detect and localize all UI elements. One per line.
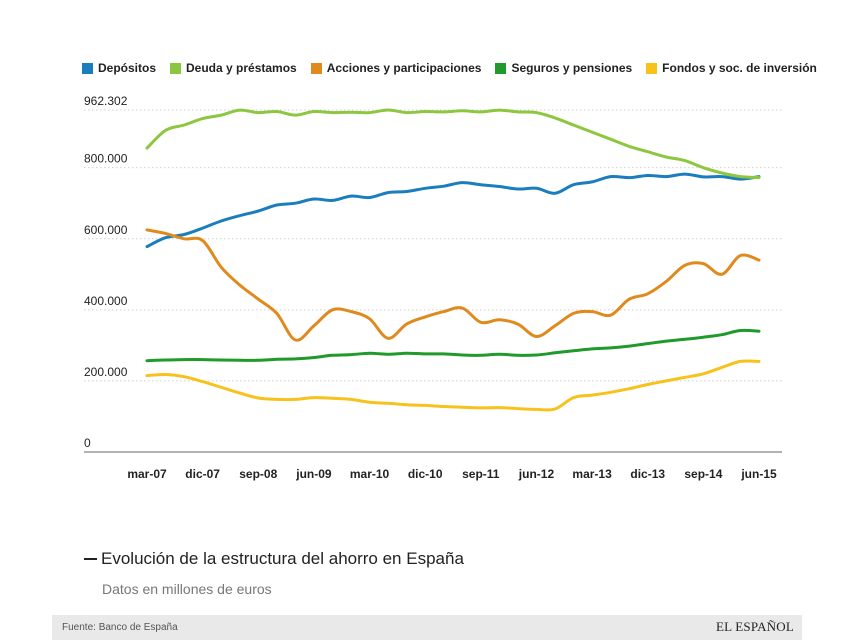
x-tick-label: mar-10 bbox=[350, 467, 390, 481]
legend-item-fondos-y-soc-de-inversion: Fondos y soc. de inversión bbox=[646, 61, 817, 75]
y-tick-label: 0 bbox=[84, 436, 91, 450]
y-tick-label: 800.000 bbox=[84, 152, 128, 166]
series-lines bbox=[145, 108, 761, 412]
legend-item-depositos: Depósitos bbox=[82, 61, 156, 75]
source-note: Fuente: Banco de España bbox=[62, 622, 178, 633]
y-axis-labels: 0 200.000 400.000 600.000 800.000 962.302 bbox=[84, 94, 128, 450]
legend-item-deuda-y-prestamos: Deuda y préstamos bbox=[170, 61, 297, 75]
chart-title-block: Evolución de la estructura del ahorro en… bbox=[84, 549, 464, 569]
legend-label: Depósitos bbox=[98, 61, 157, 75]
legend-item-acciones-y-participaciones: Acciones y participaciones bbox=[310, 61, 482, 75]
x-tick-label: jun-15 bbox=[740, 467, 777, 481]
x-tick-label: dic-13 bbox=[630, 467, 665, 481]
y-tick-label: 400.000 bbox=[84, 294, 128, 308]
legend-label: Seguros y pensiones bbox=[511, 61, 633, 75]
series-line-fondos-y-soc-de-inversion bbox=[145, 359, 761, 412]
x-tick-label: sep-08 bbox=[239, 467, 277, 481]
y-tick-label: 962.302 bbox=[84, 94, 128, 108]
legend: Depósitos Deuda y préstamos Acciones y par… bbox=[82, 61, 817, 75]
brand-logo: EL ESPAÑOL bbox=[716, 619, 794, 634]
legend-label: Fondos y soc. de inversión bbox=[662, 61, 817, 75]
x-tick-label: mar-13 bbox=[572, 467, 612, 481]
legend-item-seguros-y-pensiones: Seguros y pensiones bbox=[495, 61, 632, 75]
x-tick-label: mar-07 bbox=[127, 467, 167, 481]
legend-swatch bbox=[170, 62, 182, 74]
footer-bar: Fuente: Banco de España EL ESPAÑOL bbox=[52, 615, 802, 640]
legend-label: Acciones y participaciones bbox=[326, 61, 482, 75]
legend-swatch bbox=[646, 62, 658, 74]
y-tick-label: 200.000 bbox=[84, 365, 128, 379]
title-dash bbox=[84, 558, 97, 560]
x-tick-label: dic-10 bbox=[408, 467, 443, 481]
legend-swatch bbox=[310, 62, 322, 74]
y-tick-label: 600.000 bbox=[84, 223, 128, 237]
legend-label: Deuda y préstamos bbox=[186, 61, 297, 75]
chart-title: Evolución de la estructura del ahorro en… bbox=[101, 549, 464, 568]
chart-subtitle: Datos en millones de euros bbox=[102, 581, 272, 597]
x-tick-label: sep-11 bbox=[462, 467, 500, 481]
x-tick-label: dic-07 bbox=[185, 467, 220, 481]
x-axis-labels: mar-07 dic-07 sep-08 jun-09 mar-10 dic-10 sep-… bbox=[127, 467, 777, 481]
line-chart: 0 200.000 400.000 600.000 800.000 962.302 mar… bbox=[84, 94, 782, 481]
x-tick-label: jun-09 bbox=[295, 467, 332, 481]
x-tick-label: jun-12 bbox=[518, 467, 555, 481]
series-line-deuda-y-prestamos bbox=[145, 108, 761, 180]
x-tick-label: sep-14 bbox=[684, 467, 722, 481]
legend-swatch bbox=[495, 62, 507, 74]
legend-swatch bbox=[82, 62, 93, 74]
series-line-acciones-y-participaciones bbox=[145, 228, 761, 342]
series-line-depositos bbox=[145, 172, 761, 249]
series-line-seguros-y-pensiones bbox=[145, 328, 761, 363]
grid-lines bbox=[84, 109, 782, 453]
